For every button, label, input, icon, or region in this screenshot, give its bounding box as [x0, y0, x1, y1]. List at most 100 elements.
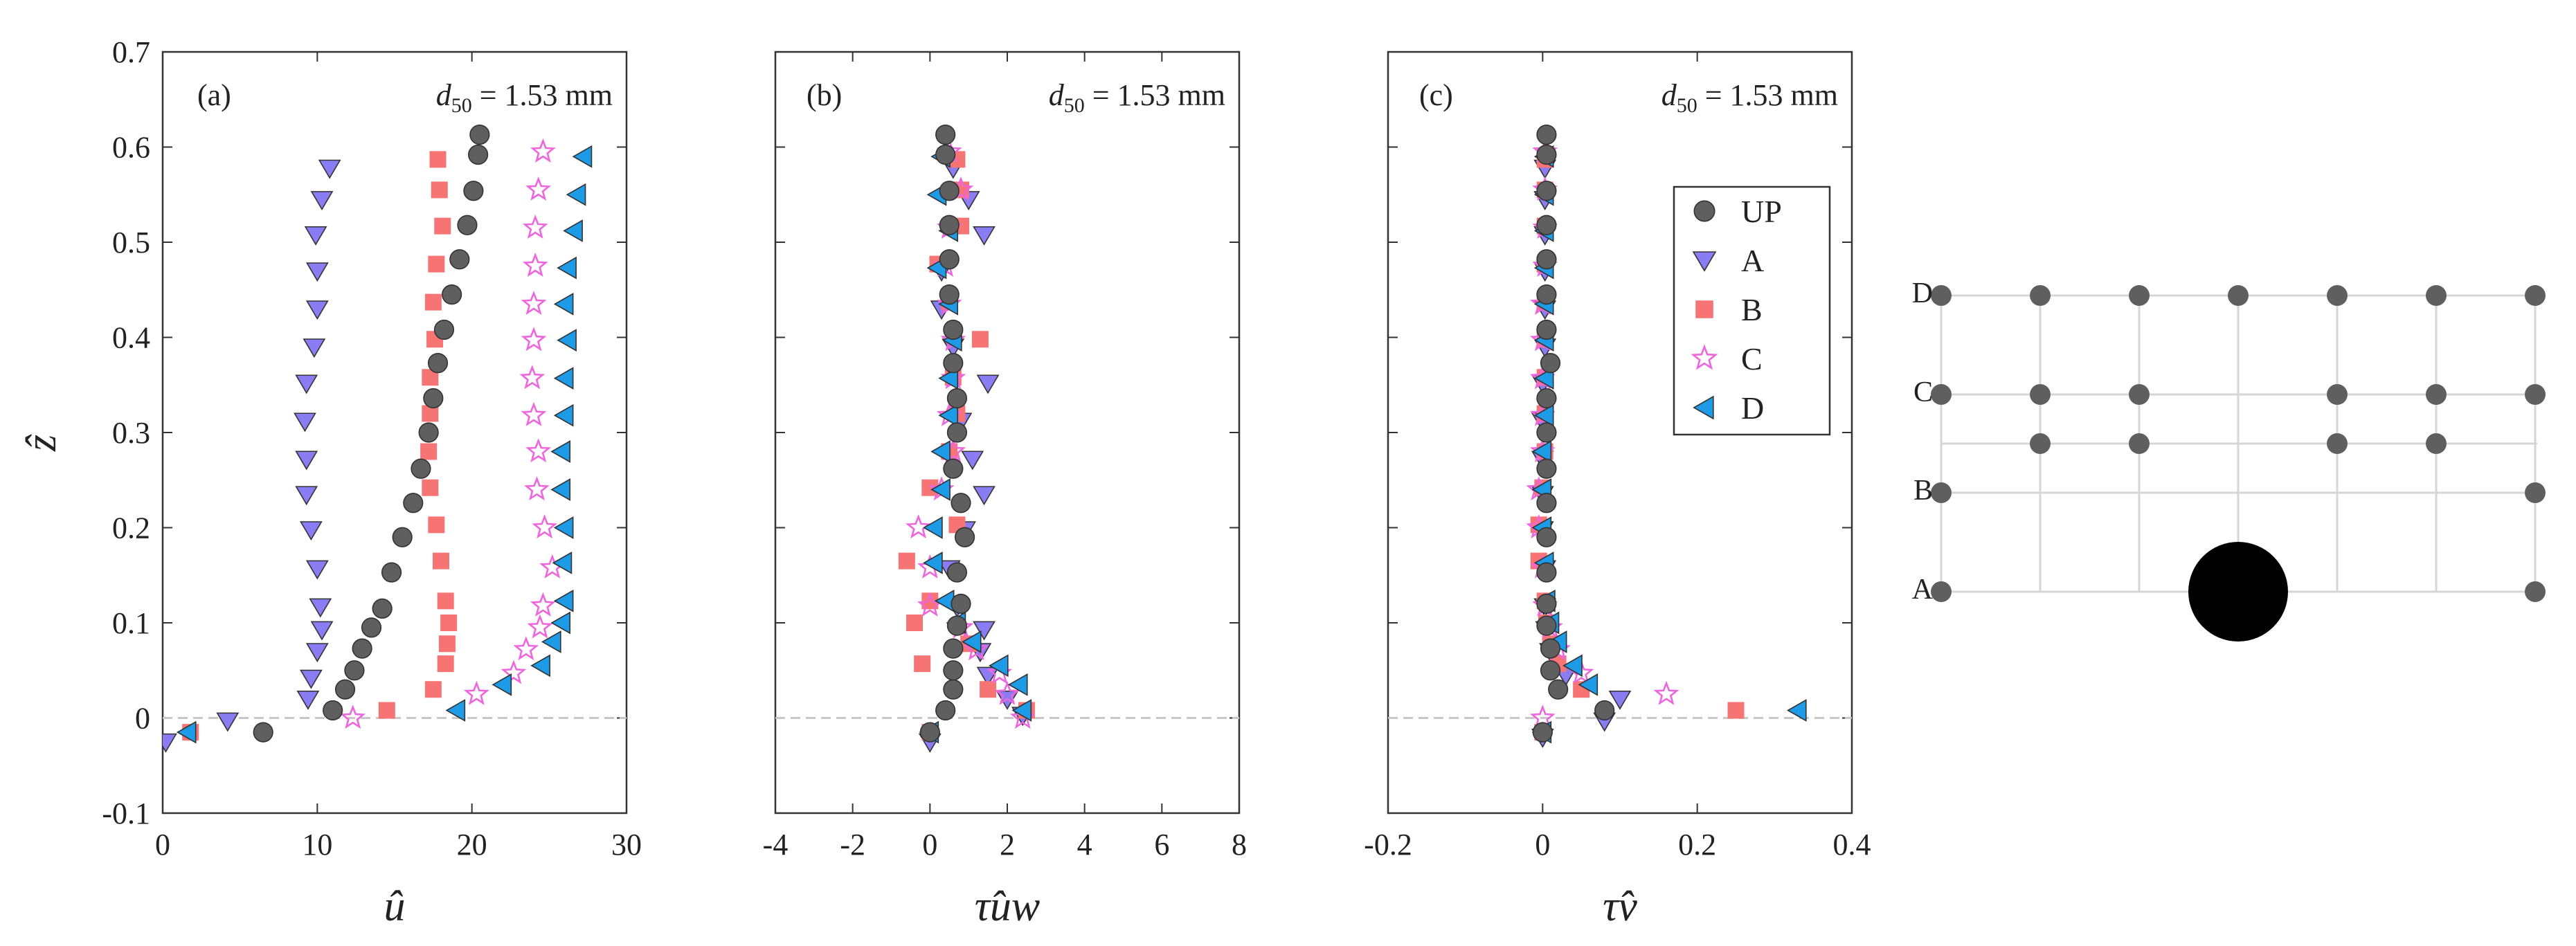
panel-b-xlabel: τ̂uw — [975, 883, 1041, 930]
legend-marker-a — [1692, 251, 1717, 272]
data-point-d — [923, 516, 943, 539]
y-tick-label: 0.4 — [112, 321, 150, 355]
panel-b-markers — [898, 125, 1036, 753]
data-point-up — [939, 284, 960, 305]
x-tick-label: -0.2 — [1364, 828, 1412, 862]
data-point-a — [305, 300, 329, 320]
measurement-point — [2525, 285, 2546, 306]
data-point-a — [300, 669, 323, 689]
data-point-up — [1540, 660, 1561, 681]
data-point-up — [1536, 593, 1557, 615]
data-point-up — [372, 598, 393, 619]
panel-a: 0 10 20 30-0.100.10.20.30.40.50.60.7 (a) d5… — [102, 35, 642, 930]
data-point-up — [1536, 284, 1557, 305]
y-tick-label: 0.1 — [112, 606, 150, 640]
series-up — [1532, 125, 1615, 743]
data-point-a — [294, 412, 316, 433]
x-tick-label: 0 — [155, 828, 170, 862]
data-point-up — [943, 679, 964, 700]
data-point-b — [971, 331, 989, 348]
series-up — [919, 125, 975, 743]
data-point-up — [463, 181, 484, 201]
data-point-up — [1536, 181, 1557, 201]
data-point-a — [976, 374, 1000, 394]
data-point-up — [946, 562, 968, 583]
data-point-c — [994, 680, 1020, 705]
data-point-d — [1578, 673, 1598, 696]
data-point-a — [295, 374, 318, 394]
data-point-c — [513, 636, 539, 661]
data-point-c — [524, 476, 550, 501]
measurement-point — [2327, 384, 2348, 405]
data-point-a — [973, 486, 996, 506]
data-point-b — [431, 181, 448, 199]
data-point-a — [318, 159, 341, 179]
measurement-point — [1931, 285, 1952, 306]
panel-b-annotation: d50 = 1.53 mm — [1049, 78, 1225, 117]
y-tick-label: 0 — [135, 702, 150, 736]
x-tick-label: 0.4 — [1833, 828, 1871, 862]
data-point-d — [1007, 673, 1028, 696]
schematic: D C B A — [1912, 278, 2546, 642]
data-point-c — [530, 138, 556, 163]
legend-label: A — [1741, 243, 1764, 278]
data-point-b — [1727, 702, 1745, 719]
data-point-up — [449, 249, 470, 270]
data-point-d — [445, 699, 466, 722]
series-d — [176, 145, 593, 744]
y-tick-label: 0.3 — [112, 416, 150, 450]
data-point-a — [296, 690, 320, 710]
data-point-d — [530, 654, 550, 677]
data-point-b — [422, 479, 439, 496]
data-point-up — [467, 144, 489, 165]
x-tick-label: -4 — [763, 828, 789, 862]
measurement-point — [2228, 285, 2249, 306]
data-point-up — [943, 319, 964, 340]
data-point-a — [973, 621, 996, 641]
data-point-up — [943, 660, 964, 681]
measurement-point — [2030, 433, 2051, 454]
data-point-a — [163, 733, 177, 753]
data-point-b — [906, 615, 923, 631]
data-point-c — [340, 704, 366, 729]
data-point-d — [961, 630, 982, 653]
x-tick-label: 6 — [1154, 828, 1169, 862]
legend-item-d: D — [1693, 390, 1764, 426]
data-point-up — [361, 617, 382, 638]
data-point-a — [295, 451, 318, 471]
y-tick-label: 0.6 — [112, 131, 150, 165]
data-point-b — [424, 293, 442, 311]
data-point-b — [424, 681, 442, 698]
data-point-c — [1653, 680, 1679, 705]
data-point-b — [433, 552, 449, 570]
schematic-row-label: D — [1912, 278, 1933, 309]
data-point-up — [427, 353, 449, 374]
measurement-point — [2525, 384, 2546, 405]
data-point-d — [492, 673, 512, 696]
data-point-up — [418, 422, 439, 443]
data-point-up — [951, 493, 971, 513]
panel-c-markers — [1526, 125, 1807, 748]
legend-label: B — [1741, 292, 1763, 327]
data-point-d — [553, 516, 574, 539]
panel-a-annotation: d50 = 1.53 mm — [436, 78, 613, 117]
data-point-a — [216, 712, 240, 732]
data-point-up — [939, 181, 960, 201]
data-point-up — [935, 700, 956, 721]
schematic-row-label: C — [1913, 376, 1933, 408]
data-point-up — [1536, 125, 1557, 145]
legend-marker-c — [1691, 344, 1718, 370]
data-point-a — [305, 643, 329, 663]
data-point-up — [1536, 527, 1557, 547]
data-point-up — [253, 722, 273, 743]
data-point-d — [988, 654, 1009, 677]
data-point-d — [563, 219, 583, 242]
data-point-up — [1536, 615, 1557, 636]
data-point-up — [1540, 353, 1561, 374]
panel-c-annotation: d50 = 1.53 mm — [1661, 78, 1838, 117]
measurement-point — [2426, 433, 2447, 454]
data-point-b — [428, 516, 445, 534]
data-point-b — [428, 255, 445, 273]
data-point-up — [403, 493, 424, 513]
